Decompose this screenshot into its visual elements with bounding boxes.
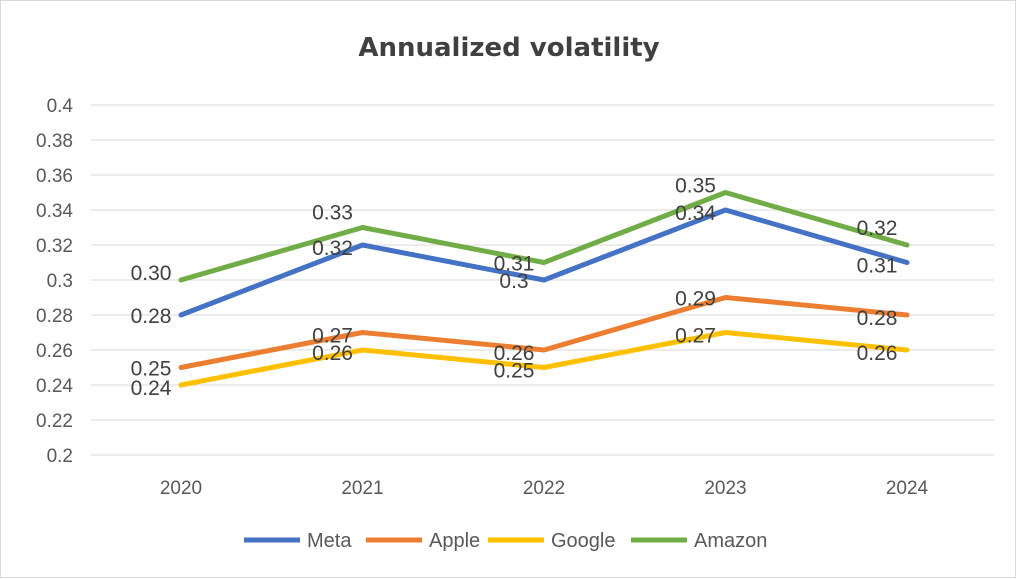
x-tick-label: 2021 (341, 478, 383, 499)
y-tick-label: 0.3 (47, 271, 73, 292)
y-tick-label: 0.24 (36, 376, 73, 397)
data-label-google: 0.26 (312, 342, 353, 365)
data-label-apple: 0.27 (312, 325, 353, 348)
y-axis-ticks: 0.2 0.22 0.24 0.26 0.28 0.3 0.32 0.34 0.36 0.38 0.… (36, 96, 73, 467)
data-label-apple: 0.29 (675, 288, 716, 311)
x-tick-label: 2020 (160, 478, 202, 499)
data-labels: 0.280.320.30.340.310.250.270.260.290.280… (131, 175, 898, 401)
y-tick-label: 0.36 (36, 166, 73, 187)
x-axis-ticks: 2020 2021 2022 2023 2024 (160, 478, 929, 499)
series-line-amazon (178, 190, 910, 283)
legend-item-amazon[interactable]: Amazon (631, 530, 767, 552)
series-line-meta (178, 207, 910, 318)
y-tick-label: 0.32 (36, 236, 73, 257)
data-label-meta: 0.31 (857, 255, 898, 278)
x-tick-label: 2024 (886, 478, 929, 499)
data-label-google: 0.27 (675, 325, 716, 348)
x-tick-label: 2022 (523, 478, 565, 499)
series-line-google (178, 330, 910, 388)
legend-label: Meta (307, 530, 352, 552)
legend-item-google[interactable]: Google (488, 530, 616, 552)
legend-item-meta[interactable]: Meta (244, 530, 352, 552)
data-label-meta: 0.28 (131, 305, 172, 328)
data-label-amazon: 0.33 (312, 202, 353, 225)
y-tick-label: 0.4 (47, 96, 74, 117)
data-label-amazon: 0.35 (675, 175, 716, 198)
data-label-google: 0.25 (494, 360, 535, 383)
data-label-meta: 0.32 (312, 237, 353, 260)
data-label-meta: 0.3 (499, 270, 528, 293)
data-label-amazon: 0.31 (494, 253, 535, 276)
legend: Meta Apple Google Amazon (244, 530, 767, 552)
x-tick-label: 2023 (704, 478, 746, 499)
data-label-apple: 0.25 (131, 358, 172, 381)
series-lines (178, 190, 910, 388)
y-tick-label: 0.2 (47, 446, 73, 467)
y-tick-label: 0.22 (36, 411, 73, 432)
data-label-apple: 0.28 (857, 307, 898, 330)
data-label-google: 0.26 (857, 342, 898, 365)
y-tick-label: 0.28 (36, 306, 73, 327)
legend-label: Apple (429, 530, 480, 552)
legend-label: Amazon (694, 530, 767, 552)
legend-item-apple[interactable]: Apple (366, 530, 480, 552)
y-tick-label: 0.38 (36, 131, 73, 152)
data-label-meta: 0.34 (675, 202, 716, 225)
series-line-apple (178, 295, 910, 370)
y-tick-label: 0.34 (36, 201, 73, 222)
data-label-amazon: 0.32 (857, 217, 898, 240)
legend-label: Google (551, 530, 616, 552)
y-tick-label: 0.26 (36, 341, 73, 362)
data-label-amazon: 0.30 (131, 262, 172, 285)
data-label-apple: 0.26 (494, 342, 535, 365)
data-label-google: 0.24 (131, 377, 172, 400)
chart-title: Annualized volatility (358, 33, 659, 63)
